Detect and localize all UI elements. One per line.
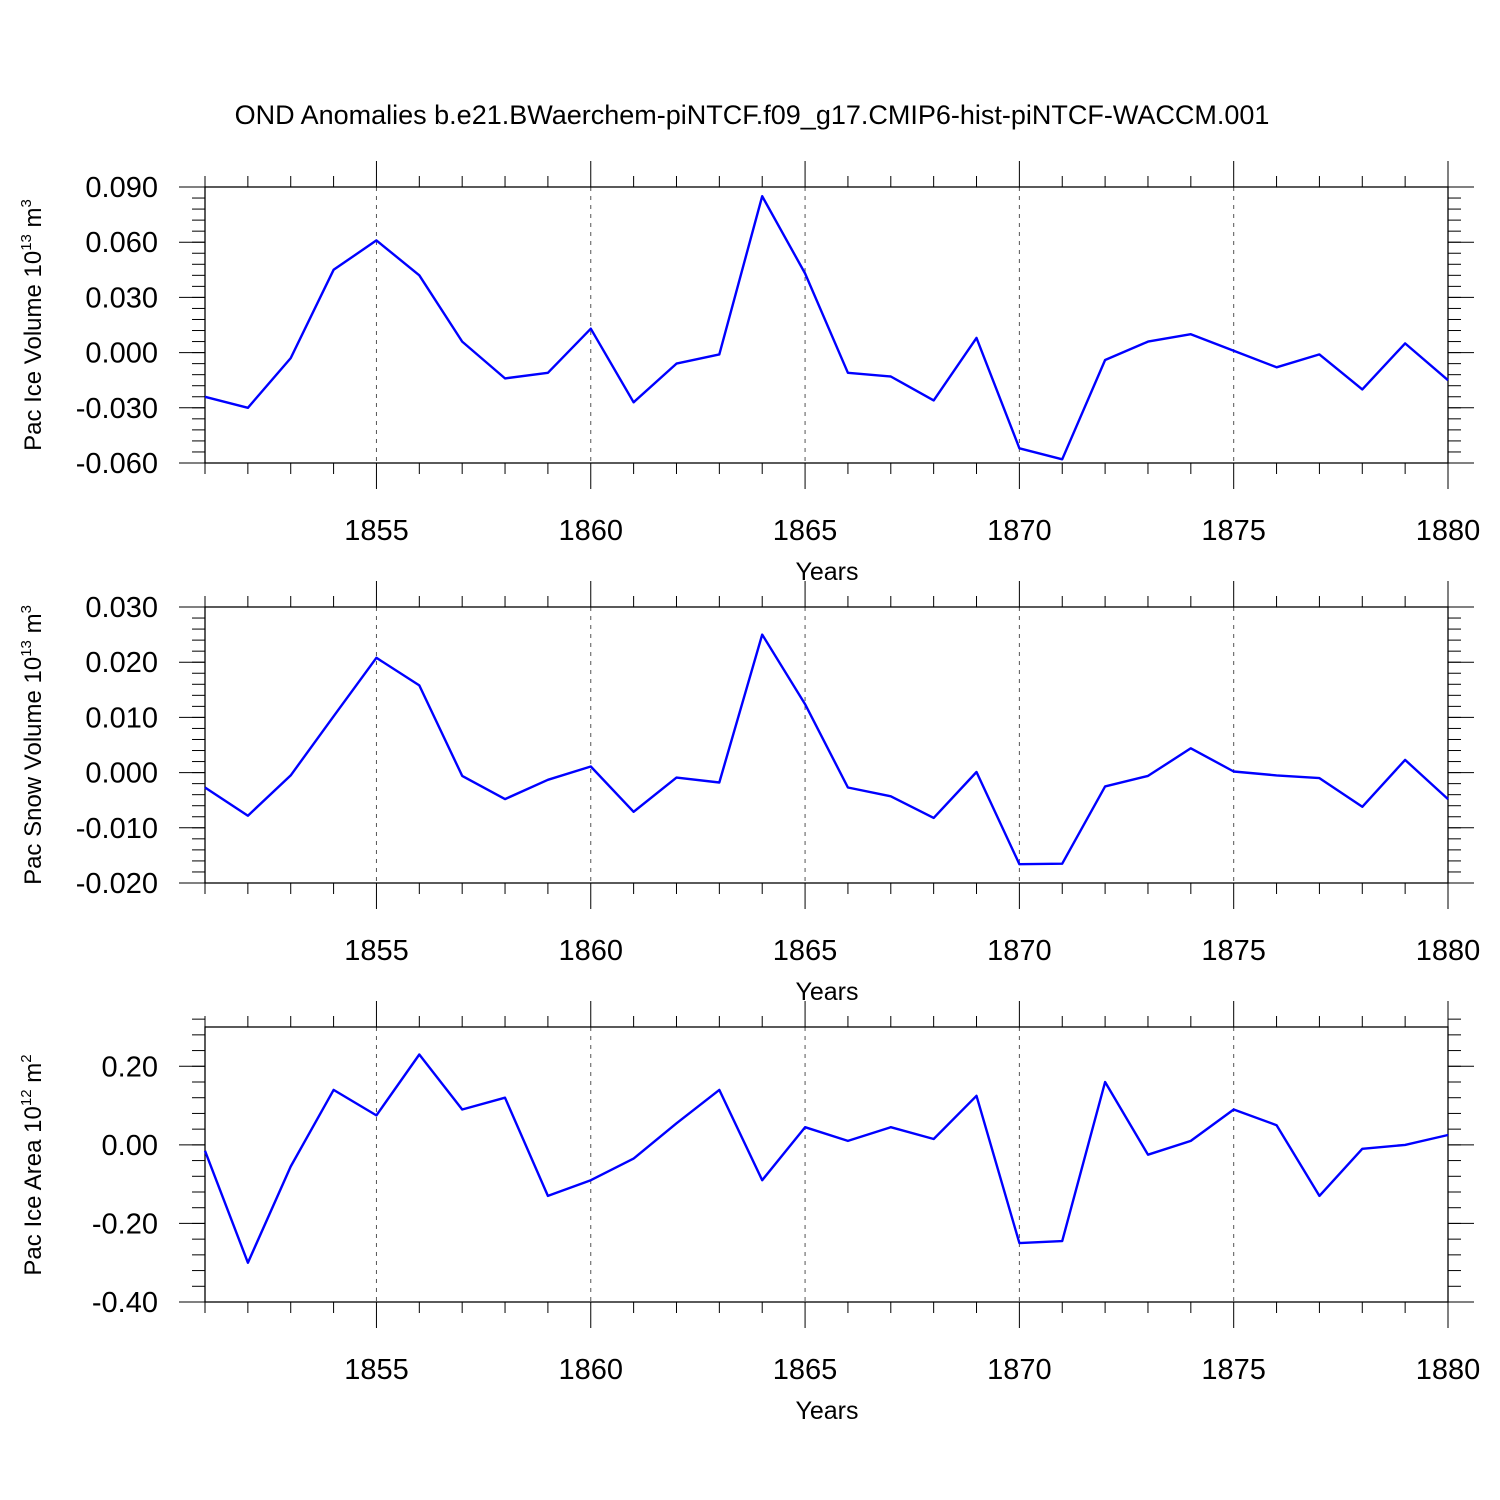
x-axis-label: Years <box>795 978 858 1006</box>
x-tick-label: 1860 <box>559 935 624 967</box>
y-tick-label: 0.060 <box>85 227 158 259</box>
series-line <box>204 194 1449 461</box>
panel-3: 1855 1860 1865 1870 1875 1880 Years -0.40 -0.20 0… <box>18 1001 1480 1425</box>
series-line <box>204 633 1449 866</box>
x-tick-label: 1865 <box>773 935 838 967</box>
y-tick-label: -0.020 <box>76 868 158 900</box>
y-tick-label: 0.090 <box>85 172 158 204</box>
series-line <box>203 1053 1449 1264</box>
x-tick-label: 1880 <box>1416 935 1481 967</box>
x-tick-label: 1875 <box>1201 515 1266 547</box>
x-tick-label: 1880 <box>1416 1354 1481 1386</box>
y-axis-label: Pac Snow Volume 1013 m3 <box>18 605 47 885</box>
x-tick-label: 1875 <box>1201 1354 1266 1386</box>
y-tick-label: -0.030 <box>76 393 158 425</box>
y-tick-label: 0.000 <box>85 338 158 370</box>
x-tick-label: 1865 <box>773 515 838 547</box>
plot-frame <box>204 1026 1449 1303</box>
x-tick-label: 1870 <box>987 935 1052 967</box>
x-tick-label: 1875 <box>1201 935 1266 967</box>
x-tick-label: 1860 <box>559 1354 624 1386</box>
y-tick-label: 0.000 <box>85 758 158 790</box>
y-tick-label: 0.010 <box>85 702 158 734</box>
y-tick-label: -0.060 <box>76 448 158 480</box>
y-tick-label: 0.00 <box>102 1130 158 1162</box>
x-tick-label: 1880 <box>1416 515 1481 547</box>
y-axis-label: Pac Ice Volume 1013 m3 <box>18 199 47 451</box>
x-tick-label: 1860 <box>559 515 624 547</box>
panel-1: 1855 1860 1865 1870 1875 1880 Years -0.060 -0.03… <box>18 161 1480 586</box>
y-tick-label: -0.20 <box>92 1208 158 1240</box>
y-axis-label: Pac Ice Area 1012 m2 <box>18 1054 47 1275</box>
plot-frame <box>204 606 1449 884</box>
chart-title: OND Anomalies b.e21.BWaerchem-piNTCF.f09… <box>235 100 1270 130</box>
panel-2: 1855 1860 1865 1870 1875 1880 Years -0.020 -0.01… <box>18 581 1480 1006</box>
y-tick-label: 0.030 <box>85 592 158 624</box>
x-tick-label: 1855 <box>344 935 409 967</box>
x-tick-label: 1870 <box>987 515 1052 547</box>
x-tick-label: 1855 <box>344 515 409 547</box>
y-tick-label: 0.020 <box>85 647 158 679</box>
x-axis-label: Years <box>795 558 858 586</box>
x-axis-label: Years <box>795 1397 858 1425</box>
plot-frame <box>204 186 1449 464</box>
x-tick-label: 1855 <box>344 1354 409 1386</box>
x-tick-label: 1865 <box>773 1354 838 1386</box>
y-tick-label: -0.40 <box>92 1287 158 1319</box>
x-tick-label: 1870 <box>987 1354 1052 1386</box>
y-tick-label: 0.030 <box>85 282 158 314</box>
y-tick-label: -0.010 <box>76 813 158 845</box>
y-tick-label: 0.20 <box>102 1051 158 1083</box>
